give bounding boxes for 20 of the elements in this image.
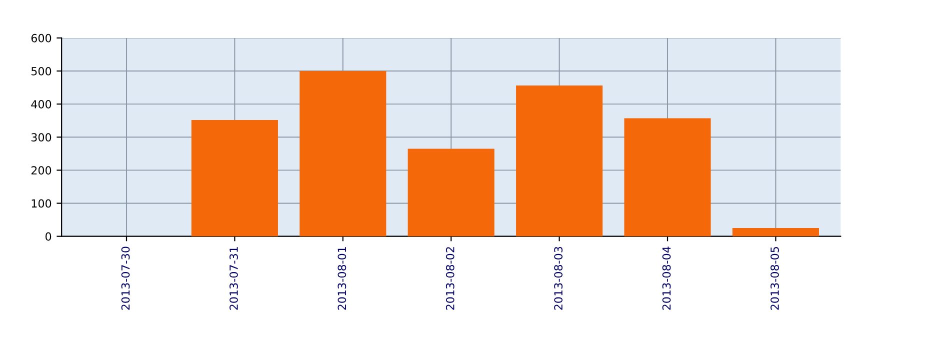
- y-tick-label: 100: [32, 199, 52, 208]
- y-tick-label: 0: [46, 232, 52, 241]
- y-tick-label: 400: [31, 100, 52, 108]
- x-tick-label: 2013-08-01: [338, 247, 346, 310]
- y-tick-label: 500: [32, 66, 52, 76]
- y-tick-label: 200: [31, 166, 52, 175]
- y-tick-label: 300: [31, 133, 52, 142]
- x-tick-label: 2013-07-30: [121, 246, 130, 310]
- bar: [624, 118, 711, 236]
- bar: [732, 228, 819, 236]
- x-tick-label: 2013-08-04: [662, 246, 671, 310]
- bar: [408, 148, 494, 236]
- x-tick-label: 2013-08-02: [446, 247, 454, 310]
- x-tick-label: 2013-07-31: [230, 247, 238, 310]
- bar: [300, 71, 386, 236]
- x-tick-label: 2013-08-03: [554, 246, 563, 310]
- x-tick-label: 2013-08-05: [770, 247, 779, 310]
- bar: [191, 120, 278, 236]
- bar: [516, 86, 603, 236]
- y-tick-label: 600: [31, 34, 52, 42]
